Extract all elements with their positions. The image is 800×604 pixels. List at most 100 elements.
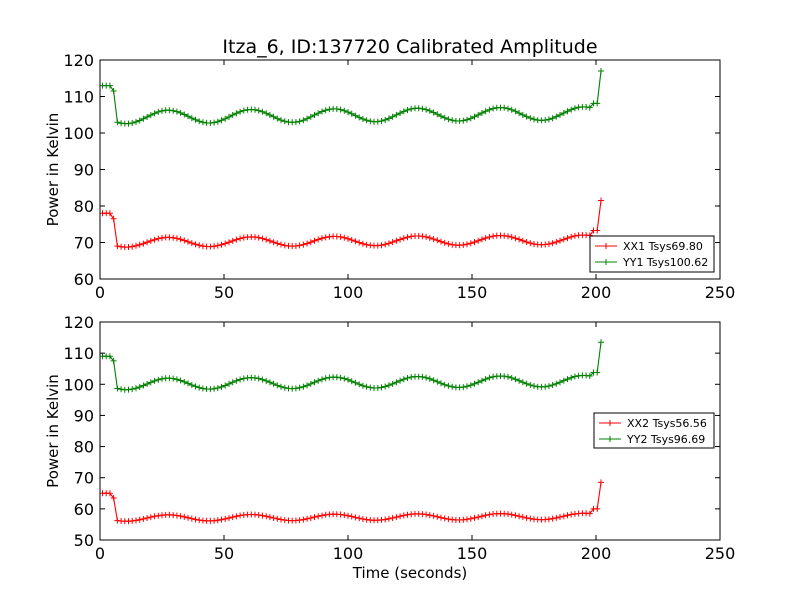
data-point [229,514,236,521]
data-point [110,88,117,94]
data-point [490,233,497,240]
data-point [423,374,430,381]
data-point [173,512,180,519]
data-point [441,515,448,522]
data-point [307,380,314,387]
legend: XX1 Tsys69.80 YY1 Tsys100.62 [589,235,715,273]
x-tick-label: 250 [705,283,736,302]
data-point [125,120,132,127]
data-point [508,234,515,241]
data-point [136,384,143,390]
legend-label: YY1 Tsys100.62 [622,256,708,269]
data-point [185,380,191,387]
data-point [218,241,225,248]
data-point [512,376,519,383]
x-tick-label: 150 [457,544,488,563]
data-point [106,210,113,217]
data-point [233,377,240,384]
data-point [185,113,191,120]
data-point [188,515,195,522]
data-point [133,517,139,524]
data-point [341,234,348,241]
data-point [214,517,221,524]
data-point [214,242,221,249]
data-point [233,513,240,520]
data-point [144,239,151,246]
data-point [438,113,444,120]
y-tick-label: 80 [74,438,94,457]
data-point [337,106,344,113]
data-point [337,511,344,518]
data-point [408,105,415,112]
data-point [434,111,441,118]
data-point [226,239,232,246]
data-point [464,516,470,523]
data-point [348,378,355,385]
data-point [356,381,363,388]
data-point [181,237,188,244]
data-point [404,375,411,381]
data-point [389,515,396,521]
data-point [482,512,489,519]
data-point [222,240,229,247]
data-point [460,241,467,248]
data-point [586,104,593,111]
data-point [389,380,396,387]
data-point [382,116,389,123]
data-point [136,241,143,248]
data-point [304,115,311,122]
data-point [586,510,593,517]
series-markers-xx [99,197,604,251]
data-point [359,116,366,122]
data-point [419,373,426,380]
data-point [345,109,351,116]
data-point [553,380,560,387]
data-point [557,111,563,118]
data-point [471,239,478,246]
data-point [423,233,430,240]
data-point [594,100,601,107]
legend-box [589,235,715,273]
series-markers-xx [99,479,604,525]
data-point [519,111,526,118]
data-point [598,479,604,486]
data-point [475,111,482,118]
data-point [300,383,307,390]
data-point [516,110,523,117]
data-point [196,384,203,391]
data-point [181,378,188,385]
data-point [274,515,281,522]
data-point [255,375,262,382]
data-point [319,512,325,519]
data-point [423,106,430,113]
data-point [292,119,299,126]
data-point [508,374,515,381]
data-point [188,240,195,247]
data-point [315,513,322,520]
data-point [322,107,329,114]
data-point [523,113,530,120]
data-point [229,112,236,118]
data-point [352,112,359,119]
data-point [188,115,195,122]
data-point [378,242,385,249]
data-point [523,239,530,245]
x-tick-label: 100 [333,544,364,563]
data-point [438,238,444,245]
data-point [553,514,560,521]
data-point [274,382,281,389]
data-point [560,377,567,384]
data-point [571,105,578,112]
data-point [426,107,433,114]
data-point [560,513,567,520]
data-point [226,380,232,387]
data-point [300,516,307,523]
data-point [196,242,203,249]
data-point [348,110,355,117]
data-point [389,113,396,120]
data-point [486,234,493,240]
data-point [434,378,441,385]
data-point [557,379,563,386]
y-axis-label: Power in Kelvin [44,374,62,488]
data-point [226,515,232,521]
